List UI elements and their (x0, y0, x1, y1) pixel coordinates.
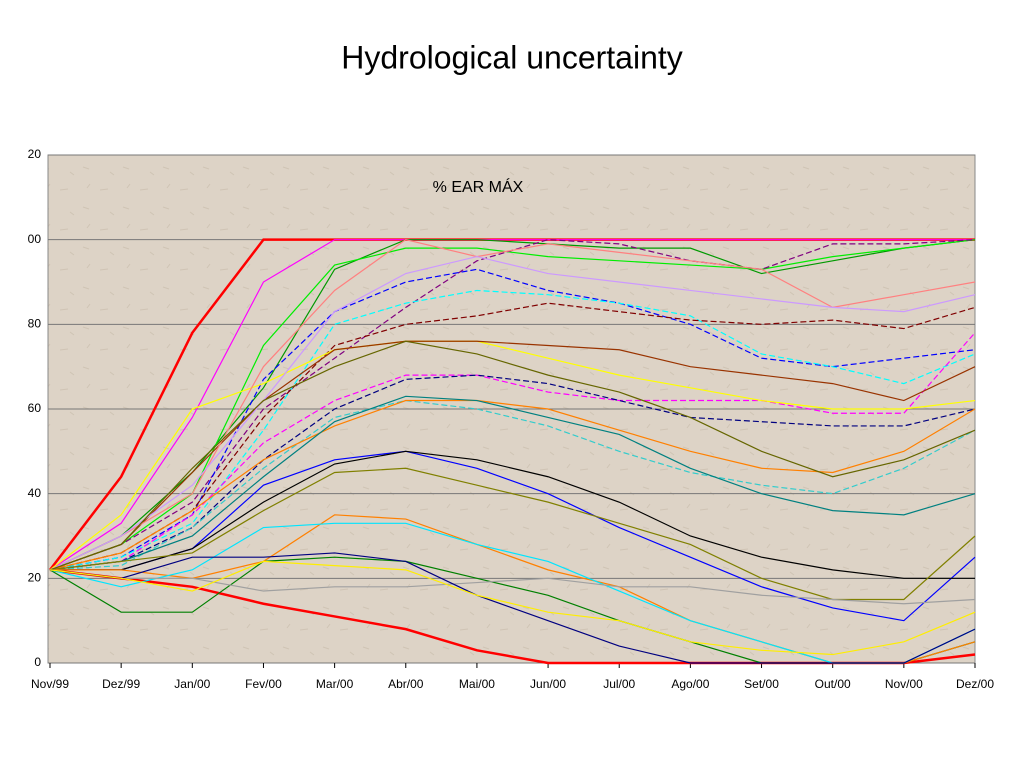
x-tick-label: Mar/00 (316, 677, 354, 691)
chart-title: Hydrological uncertainty (341, 39, 683, 75)
series-line (49, 289, 976, 571)
series-line (49, 395, 976, 571)
y-tick-label: 0 (34, 655, 41, 669)
x-tick-label: Jan/00 (174, 677, 210, 691)
series-line (49, 467, 976, 601)
x-tick-label: Jul/00 (603, 677, 635, 691)
series-line (49, 399, 976, 571)
y-tick-label: 80 (28, 317, 42, 331)
series-line (49, 569, 976, 605)
x-tick-label: Out/00 (815, 677, 851, 691)
x-tick-label: Jun/00 (530, 677, 566, 691)
x-tick-label: Mai/00 (459, 677, 495, 691)
y-tick-label: 20 (28, 147, 42, 161)
series-line (49, 340, 976, 571)
x-tick-label: Ago/00 (671, 677, 709, 691)
x-tick-label: Nov/00 (885, 677, 923, 691)
x-tick-label: Fev/00 (245, 677, 282, 691)
series-line (49, 340, 976, 571)
series-line (49, 255, 976, 571)
series-line (49, 522, 976, 664)
series-line (49, 302, 976, 571)
x-tick-label: Abr/00 (388, 677, 424, 691)
x-tick-label: Dez/99 (102, 677, 140, 691)
series-line (49, 239, 976, 571)
series-line (50, 450, 975, 579)
series-line (49, 552, 976, 664)
y-tick-label: 40 (28, 486, 42, 500)
series-line (49, 560, 976, 656)
y-tick-label: 20 (28, 571, 42, 585)
series-line (49, 399, 976, 571)
x-tick-label: Nov/99 (31, 677, 69, 691)
chart-subtitle: % EAR MÁX (433, 177, 524, 196)
series-line (49, 239, 976, 571)
x-tick-label: Dez/00 (956, 677, 994, 691)
y-tick-label: 60 (28, 401, 42, 415)
series-line (49, 268, 976, 571)
series-line (49, 374, 976, 571)
y-tick-label: 00 (28, 232, 42, 246)
x-tick-label: Set/00 (744, 677, 779, 691)
series-line (49, 239, 975, 571)
series-line (49, 239, 976, 571)
series-line (50, 450, 976, 622)
series-line (49, 340, 976, 571)
